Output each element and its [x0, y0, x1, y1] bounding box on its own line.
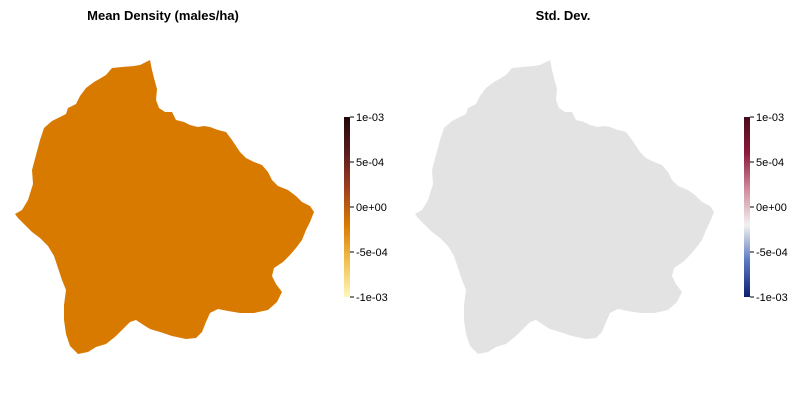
- colorbar-gradient: [344, 117, 350, 297]
- colorbar-tick-label: -5e-04: [356, 247, 388, 259]
- colorbar-tick-label: 5e-04: [756, 157, 784, 169]
- panel-mean-density: Mean Density (males/ha) 1e-03 5e-04 0e+00 -…: [15, 8, 388, 354]
- colorbar-tick-label: 0e+00: [356, 202, 387, 214]
- colorbar-tick-label: -1e-03: [356, 292, 388, 304]
- panel-std-dev: Std. Dev. 1e-03 5e-04 0e+00 -5e-04 -1e-03: [415, 8, 788, 354]
- colorbar-tick-label: 5e-04: [356, 157, 384, 169]
- panel-title-mean-density: Mean Density (males/ha): [87, 8, 239, 23]
- colorbar-gradient: [744, 117, 750, 297]
- colorbar-std-dev: 1e-03 5e-04 0e+00 -5e-04 -1e-03: [744, 112, 788, 304]
- colorbar-tick-label: 1e-03: [356, 112, 384, 124]
- colorbar-tick-label: -1e-03: [756, 292, 788, 304]
- region-map-std-dev: [415, 60, 714, 354]
- colorbar-tick-label: -5e-04: [756, 247, 788, 259]
- colorbar-tick-label: 1e-03: [756, 112, 784, 124]
- colorbar-tick-label: 0e+00: [756, 202, 787, 214]
- colorbar-mean-density: 1e-03 5e-04 0e+00 -5e-04 -1e-03: [344, 112, 388, 304]
- region-map-mean-density: [15, 60, 314, 354]
- panel-title-std-dev: Std. Dev.: [536, 8, 591, 23]
